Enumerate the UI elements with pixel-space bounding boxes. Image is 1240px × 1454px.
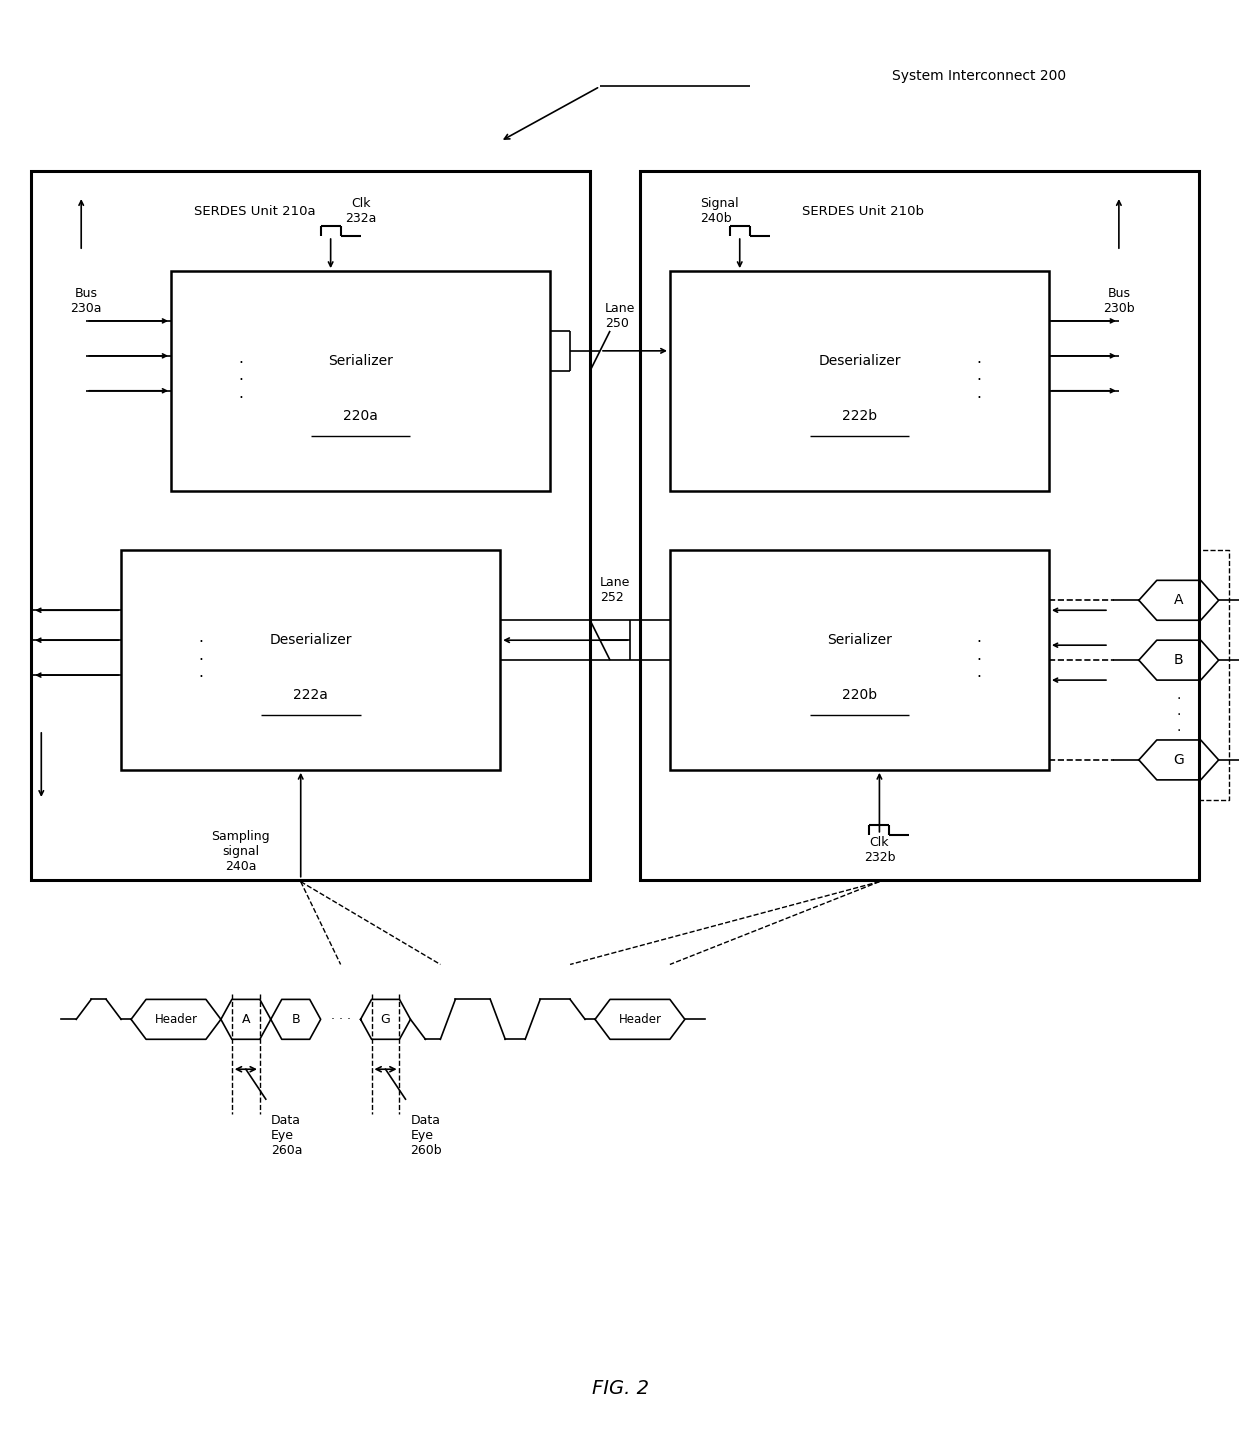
Text: System Interconnect 200: System Interconnect 200 — [892, 70, 1066, 83]
Text: SERDES Unit 210b: SERDES Unit 210b — [802, 205, 925, 218]
Text: B: B — [1174, 653, 1183, 667]
Text: · · ·: · · · — [331, 1013, 351, 1027]
Text: 220a: 220a — [343, 409, 378, 423]
Text: Clk
232b: Clk 232b — [864, 836, 895, 864]
Text: ·
·
·: · · · — [977, 356, 982, 406]
Bar — [670, 270, 1049, 490]
Text: Serializer: Serializer — [329, 353, 393, 368]
Text: G: G — [1173, 753, 1184, 766]
Text: B: B — [291, 1013, 300, 1027]
Text: Lane
250: Lane 250 — [605, 302, 635, 330]
Text: Clk
232a: Clk 232a — [345, 198, 376, 225]
Text: Serializer: Serializer — [827, 632, 892, 647]
Text: ·
·
·: · · · — [198, 635, 203, 685]
Text: ·
·
·: · · · — [238, 356, 243, 406]
Text: ·
·
·: · · · — [1177, 692, 1180, 739]
Text: Sampling
signal
240a: Sampling signal 240a — [212, 830, 270, 872]
Text: Header: Header — [155, 1013, 197, 1027]
Text: Signal
240b: Signal 240b — [699, 198, 739, 225]
Text: Header: Header — [619, 1013, 661, 1027]
Bar — [122, 551, 500, 771]
Text: 222b: 222b — [842, 409, 877, 423]
Text: 220b: 220b — [842, 688, 877, 702]
Text: ·
·
·: · · · — [977, 635, 982, 685]
Bar — [31, 172, 590, 880]
Text: 222a: 222a — [293, 688, 329, 702]
Text: A: A — [242, 1013, 250, 1027]
Bar — [670, 551, 1049, 771]
Text: A: A — [1174, 593, 1183, 608]
Bar — [171, 270, 551, 490]
Text: Deserializer: Deserializer — [818, 353, 900, 368]
Text: G: G — [381, 1013, 391, 1027]
Text: Bus
230a: Bus 230a — [71, 286, 102, 316]
Text: Lane
252: Lane 252 — [600, 576, 630, 605]
Text: Data
Eye
260a: Data Eye 260a — [270, 1114, 303, 1157]
Text: SERDES Unit 210a: SERDES Unit 210a — [193, 205, 316, 218]
Text: FIG. 2: FIG. 2 — [591, 1378, 649, 1397]
Bar — [640, 172, 1199, 880]
Text: Bus
230b: Bus 230b — [1104, 286, 1135, 316]
Text: Data
Eye
260b: Data Eye 260b — [410, 1114, 443, 1157]
Text: Deserializer: Deserializer — [269, 632, 352, 647]
